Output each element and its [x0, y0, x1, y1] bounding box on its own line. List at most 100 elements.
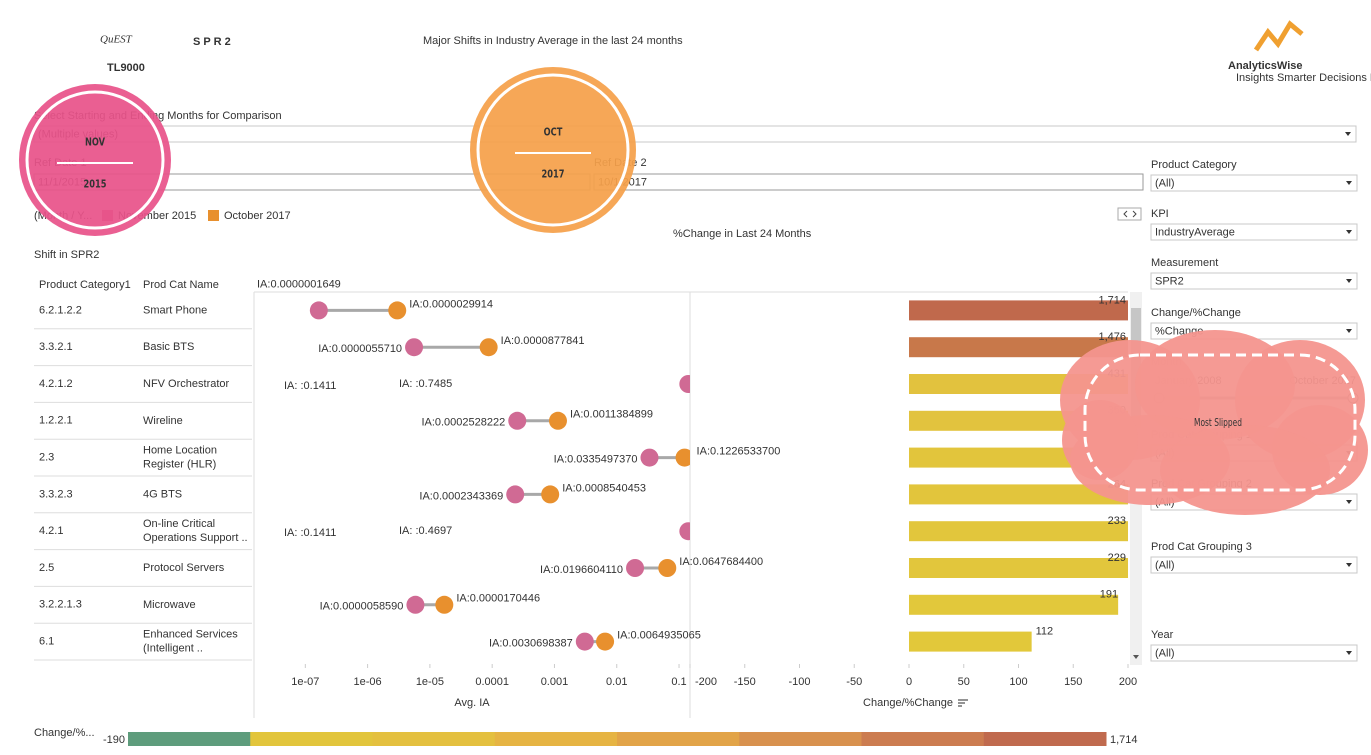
ref-date2-box[interactable]	[593, 173, 1144, 191]
dot-start	[406, 595, 425, 614]
category-code: 6.2.1.2.2	[39, 304, 82, 316]
sticker-text: Most Slipped	[1194, 417, 1242, 430]
chart-title: Shift in SPR2	[34, 249, 99, 261]
dot-start	[679, 522, 690, 541]
bar	[909, 631, 1032, 652]
value-label: IA:0.0647684400	[679, 556, 763, 568]
value-label: IA:0.1226533700	[697, 446, 781, 458]
select-months-arrow	[1345, 132, 1351, 136]
category-name: Smart Phone	[143, 304, 207, 316]
filter-label: Measurement	[1151, 257, 1218, 269]
filter-dropdown-arrow	[1346, 651, 1352, 655]
x-tick-label: 1e-06	[354, 676, 382, 688]
color-legend-min: -190	[103, 734, 125, 746]
value-label: IA:0.0008540453	[562, 482, 646, 494]
page-title: S P R 2	[193, 36, 231, 48]
category-code: 3.3.2.3	[39, 488, 73, 500]
value-label: IA:0.0000001649	[257, 278, 341, 290]
value-label: IA:0.0000877841	[501, 335, 585, 347]
pager[interactable]	[1117, 207, 1142, 221]
date-badge	[470, 67, 636, 233]
value-label: IA: :0.1411	[284, 527, 336, 539]
dot-start	[640, 448, 659, 467]
bar	[909, 558, 1128, 578]
x-tick-label: 150	[1064, 676, 1082, 688]
column-header: Product Category1	[39, 279, 131, 291]
value-label: IA:0.0196604110	[540, 564, 623, 576]
filter-dropdown-box[interactable]	[1150, 556, 1358, 574]
badge-text: NOV	[85, 136, 105, 148]
value-label: IA:0.0030698387	[489, 638, 573, 650]
select-months-box[interactable]	[33, 125, 1357, 143]
dot-end	[675, 448, 690, 467]
filter-label: Change/%Change	[1151, 307, 1241, 319]
filter-dropdown-value: IndustryAverage	[1155, 226, 1235, 238]
pager-arrows	[1123, 210, 1137, 218]
logo-icon	[1253, 20, 1304, 52]
x-tick-label: 50	[958, 676, 970, 688]
filter-dropdown-arrow	[1346, 230, 1352, 234]
category-code: 2.3	[39, 452, 54, 464]
filter-dropdown-box[interactable]	[1150, 644, 1358, 662]
category-name: Microwave	[143, 599, 196, 611]
value-label: IA:0.0002343369	[419, 490, 503, 502]
category-code: 4.2.1.2	[39, 378, 73, 390]
legend-label: October 2017	[224, 210, 291, 222]
logo-left: QuEST	[100, 34, 133, 46]
value-label: IA: :0.7485	[399, 378, 452, 390]
x-tick-label: 0	[906, 676, 912, 688]
sticker	[1060, 330, 1368, 515]
x-tick-label: 0.001	[541, 676, 569, 688]
x-tick-label: 0.1	[671, 676, 686, 688]
bar-value-label: 112	[1036, 626, 1054, 638]
dot-end	[388, 301, 407, 320]
bar-value-label: 1,714	[1098, 294, 1126, 306]
bar	[909, 594, 1119, 615]
dot-start	[506, 485, 525, 504]
scroll-arrow	[1133, 655, 1139, 659]
x-tick-label: -150	[734, 676, 756, 688]
x-axis-title: Avg. IA	[454, 697, 490, 709]
category-code: 2.5	[39, 562, 54, 574]
value-label: IA:0.0000170446	[456, 593, 540, 605]
color-legend-step	[617, 732, 740, 746]
date-badge	[19, 84, 171, 236]
color-legend-title: Change/%...	[34, 727, 95, 739]
filter-dropdown-box[interactable]	[1150, 174, 1358, 192]
x-tick-label: -50	[846, 676, 862, 688]
category-code: 6.1	[39, 636, 54, 648]
sort-icon[interactable]	[958, 699, 968, 707]
filter-dropdown-value: (All)	[1155, 177, 1175, 189]
x-tick-label: 200	[1119, 676, 1137, 688]
color-legend-step	[983, 732, 1107, 746]
color-legend-step	[494, 732, 618, 746]
value-label: IA:0.0335497370	[554, 454, 638, 466]
filter-dropdown-arrow	[1346, 500, 1352, 504]
x-tick-label: 1e-07	[291, 676, 319, 688]
bar-value-label: 229	[1108, 552, 1126, 564]
category-name: Basic BTS	[143, 341, 194, 353]
value-label: IA:0.0064935065	[617, 630, 701, 642]
x-tick-label: -200	[695, 676, 717, 688]
filter-dropdown-arrow	[1346, 563, 1352, 567]
color-legend-step	[250, 732, 373, 746]
bar-value-label: 191	[1100, 589, 1118, 601]
bar	[909, 521, 1128, 542]
value-label: IA:0.0002528222	[421, 417, 505, 429]
dot-end	[479, 338, 498, 357]
filter-dropdown-arrow	[1346, 279, 1352, 283]
x-tick-label: 1e-05	[416, 676, 444, 688]
dot-end	[548, 411, 567, 430]
filter-dropdown-box[interactable]	[1150, 272, 1358, 290]
bar-value-label: 233	[1108, 515, 1126, 527]
dot-start	[508, 411, 527, 430]
color-legend-max: 1,714	[1110, 734, 1138, 746]
dot-start	[575, 632, 594, 651]
category-name: On-line Critical Operations Support ..	[143, 518, 248, 544]
badge-text: 2015	[84, 178, 107, 190]
legend-swatch	[208, 210, 219, 221]
filter-dropdown-box[interactable]	[1150, 223, 1358, 241]
x-tick-label: -100	[788, 676, 810, 688]
bar-value-label: 1,476	[1098, 331, 1126, 343]
